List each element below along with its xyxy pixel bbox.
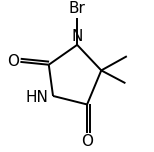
Text: O: O [7,54,19,69]
Text: O: O [81,134,93,149]
Text: N: N [71,29,83,44]
Text: Br: Br [69,2,86,16]
Text: HN: HN [26,90,49,105]
